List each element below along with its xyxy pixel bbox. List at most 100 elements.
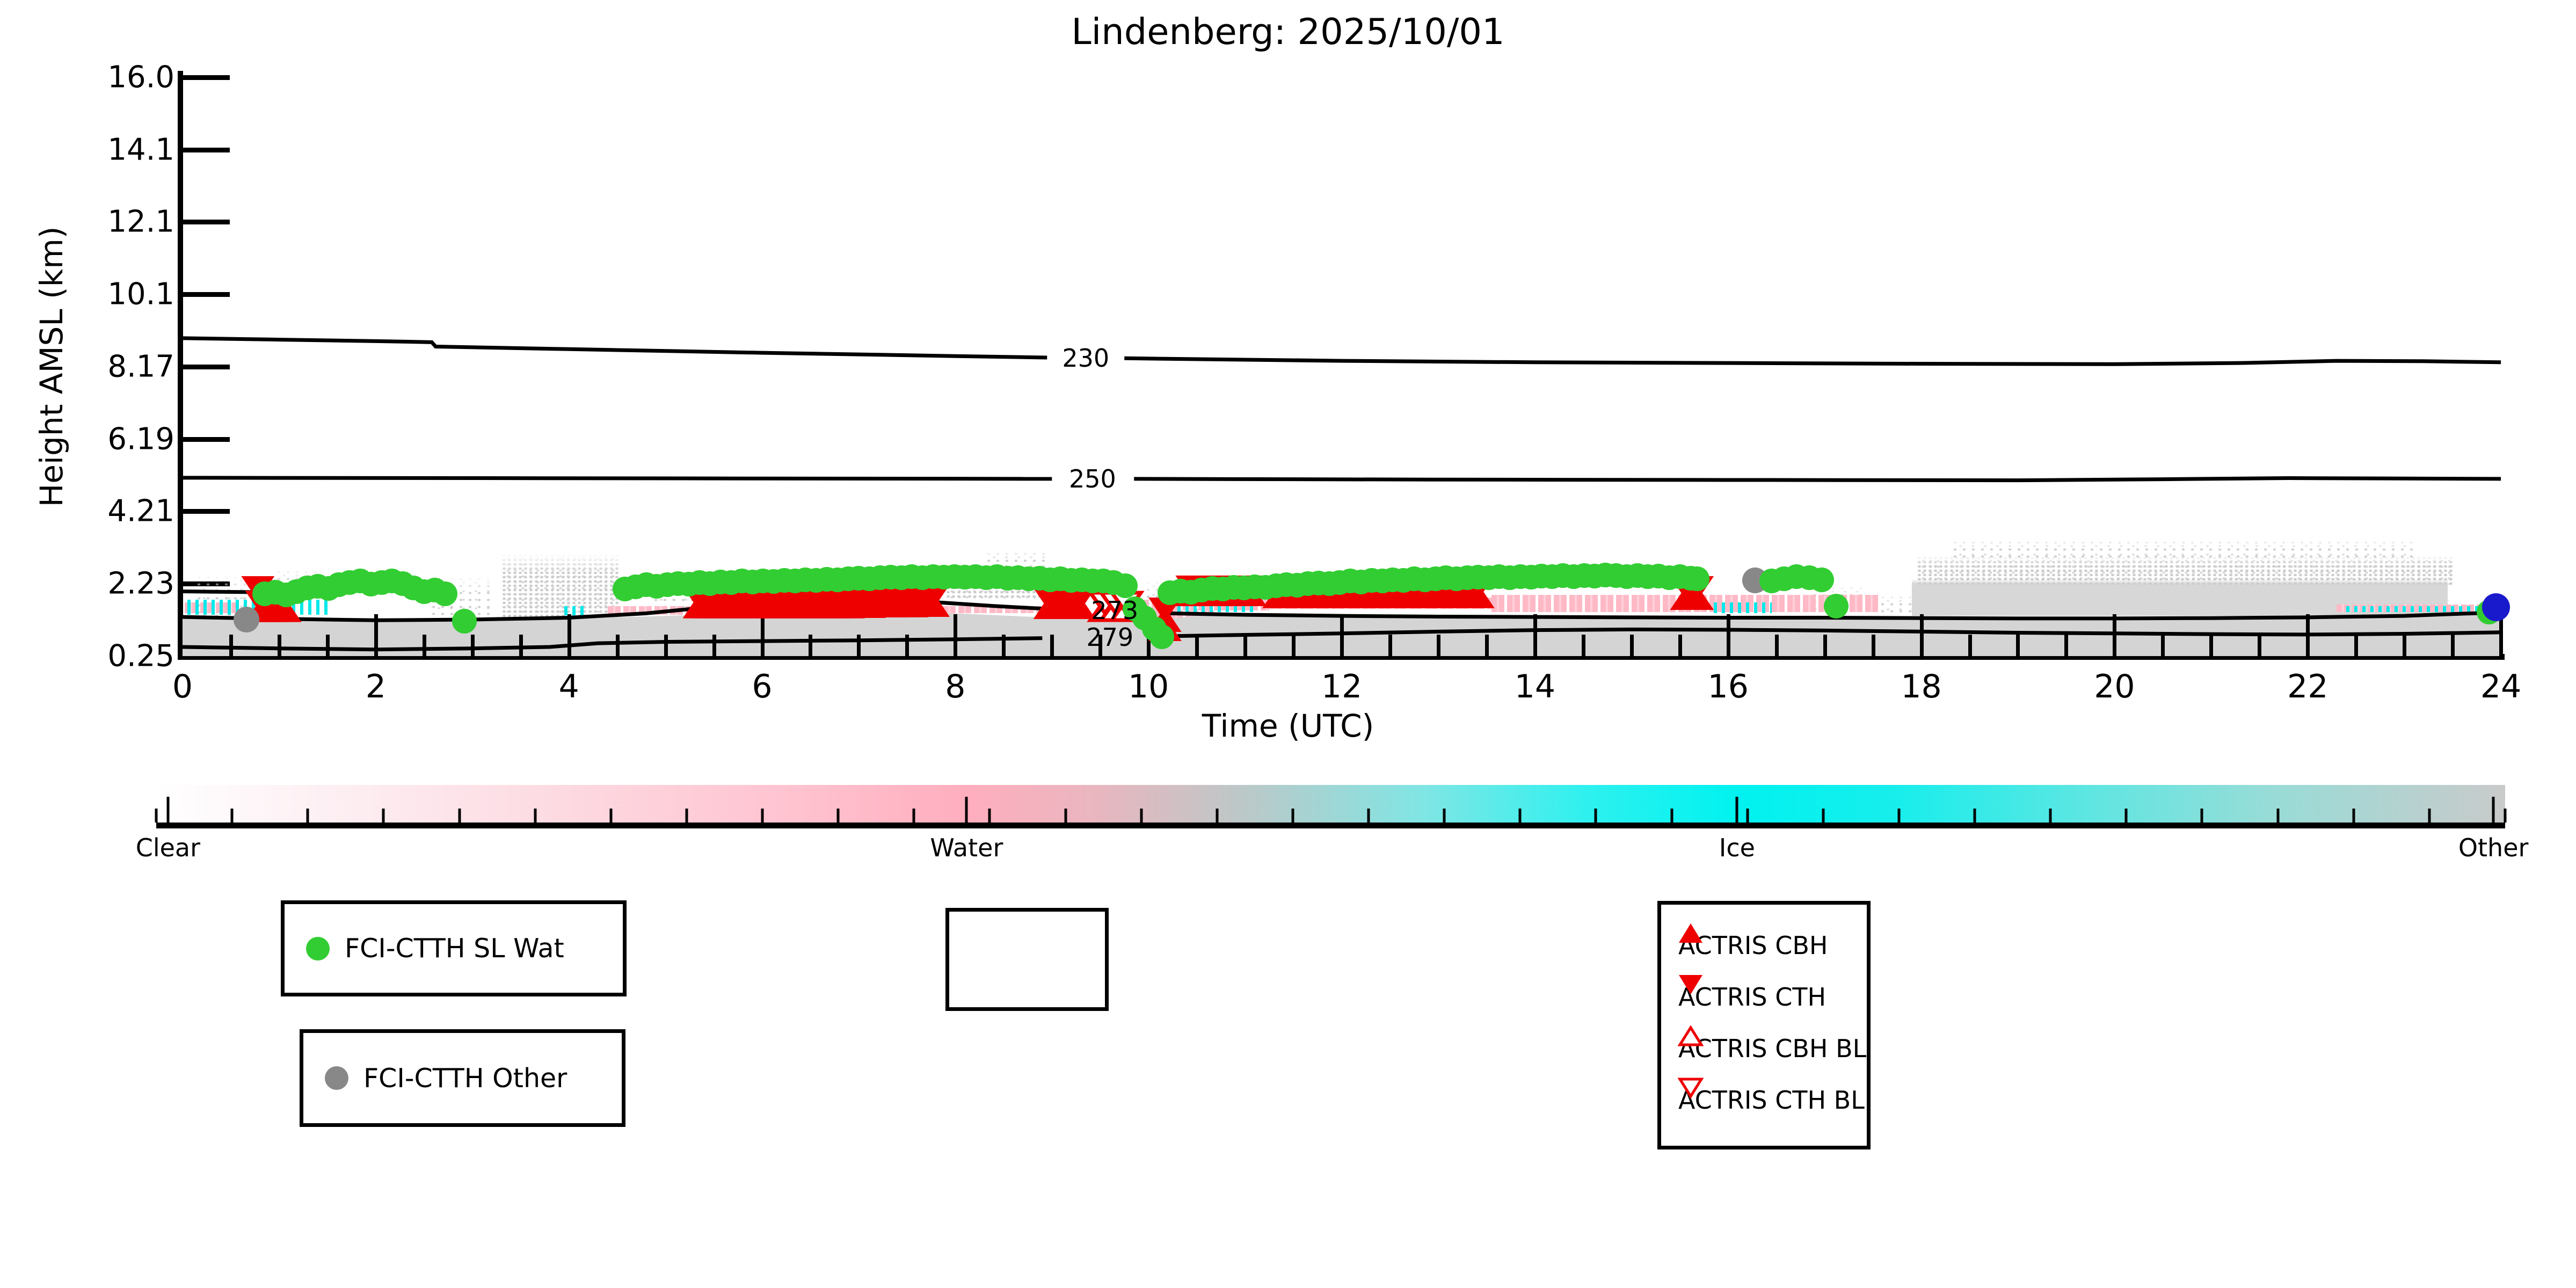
colorbar-minor-tick bbox=[1367, 809, 1370, 823]
x-minor-tick bbox=[1388, 635, 1392, 656]
x-minor-tick bbox=[2258, 635, 2262, 656]
x-minor-tick bbox=[1195, 635, 1199, 656]
bg-region-ice bbox=[1713, 602, 1772, 614]
colorbar-minor-tick bbox=[2276, 809, 2280, 823]
colorbar-major-tick bbox=[965, 797, 968, 823]
y-tick-label: 12.1 bbox=[107, 204, 174, 239]
y-tick bbox=[183, 364, 230, 369]
colorbar-minor-tick bbox=[761, 809, 764, 823]
x-minor-tick bbox=[1629, 635, 1634, 656]
y-tick-label: 2.23 bbox=[107, 566, 174, 601]
contour-line-250 bbox=[182, 476, 1052, 481]
x-tick-label: 10 bbox=[1128, 668, 1169, 705]
x-tick-label: 24 bbox=[2480, 668, 2522, 705]
actris-cbh-bl-marker-icon bbox=[1677, 1025, 1704, 1046]
colorbar-minor-tick bbox=[155, 809, 158, 823]
colorbar-minor-tick bbox=[1291, 809, 1294, 823]
fci-ctth-sl-wat-dot bbox=[452, 609, 477, 634]
phase-colorbar bbox=[155, 785, 2507, 828]
colorbar-minor-tick bbox=[534, 809, 537, 823]
colorbar-minor-tick bbox=[1443, 809, 1446, 823]
x-tick-label: 4 bbox=[558, 668, 579, 705]
x-minor-tick bbox=[809, 635, 813, 656]
blue-dot bbox=[2482, 593, 2510, 622]
bg-region-ice bbox=[2346, 606, 2493, 613]
x-minor-tick bbox=[1243, 635, 1248, 656]
x-minor-tick bbox=[664, 635, 668, 656]
legend-actris-cth-bl-label: ACTRIS CTH BL bbox=[1678, 1086, 1865, 1115]
x-major-tick bbox=[1726, 614, 1730, 656]
colorbar-minor-tick bbox=[1594, 809, 1597, 823]
x-minor-tick bbox=[470, 635, 475, 656]
colorbar-minor-tick bbox=[1973, 809, 1976, 823]
colorbar-minor-tick bbox=[1670, 809, 1673, 823]
x-axis-label: Time (UTC) bbox=[1202, 708, 1374, 744]
x-major-tick bbox=[374, 614, 378, 656]
contour-label-250: 250 bbox=[1068, 464, 1116, 493]
y-tick bbox=[183, 220, 230, 225]
contour-label-273: 273 bbox=[1091, 595, 1139, 625]
colorbar-minor-tick bbox=[685, 809, 688, 823]
page-title: Lindenberg: 2025/10/01 bbox=[1071, 11, 1505, 53]
y-tick-label: 10.1 bbox=[107, 276, 174, 312]
legend-actris-cbh-bl-label: ACTRIS CBH BL bbox=[1678, 1034, 1867, 1063]
x-minor-tick bbox=[325, 635, 330, 656]
contour-line-273 bbox=[1168, 610, 2501, 621]
colorbar-minor-tick bbox=[1216, 809, 1219, 823]
colorbar-minor-tick bbox=[2124, 809, 2128, 823]
colorbar-minor-tick bbox=[1064, 809, 1067, 823]
x-major-tick bbox=[2499, 614, 2504, 656]
fci-ctth-other-dot bbox=[233, 606, 259, 632]
x-minor-tick bbox=[1968, 635, 1972, 656]
x-minor-tick bbox=[1871, 635, 1875, 656]
actris-cth-marker-icon bbox=[1679, 975, 1702, 994]
actris-cth-bl-marker-icon bbox=[1677, 1078, 1704, 1099]
colorbar-minor-tick bbox=[1140, 809, 1143, 823]
x-minor-tick bbox=[1436, 635, 1440, 656]
y-tick-label: 8.17 bbox=[107, 349, 174, 384]
x-minor-tick bbox=[2209, 635, 2214, 656]
y-tick bbox=[183, 509, 230, 514]
legend-actris: ACTRIS CBH ACTRIS CTH ACTRIS CBH BL ACTR… bbox=[1657, 901, 1871, 1149]
contour-line-279 bbox=[182, 636, 1043, 652]
x-minor-tick bbox=[2403, 635, 2407, 656]
colorbar-minor-tick bbox=[458, 809, 461, 823]
x-minor-tick bbox=[1002, 635, 1006, 656]
y-tick-label: 0.25 bbox=[107, 638, 174, 674]
bg-region-other-speckle bbox=[1950, 539, 2414, 562]
colorbar-minor-tick bbox=[1822, 809, 1825, 823]
legend-fci-sl-wat: FCI-CTTH SL Wat bbox=[281, 900, 627, 996]
fci-ctth-other-marker-icon bbox=[325, 1066, 348, 1090]
x-tick-label: 18 bbox=[1901, 668, 1942, 705]
colorbar-minor-tick bbox=[988, 809, 991, 823]
x-minor-tick bbox=[1292, 635, 1296, 656]
colorbar-minor-tick bbox=[306, 809, 309, 823]
x-minor-tick bbox=[2161, 635, 2165, 656]
x-minor-tick bbox=[229, 635, 233, 656]
y-tick bbox=[183, 654, 230, 659]
y-tick-label: 14.1 bbox=[107, 132, 174, 168]
y-tick bbox=[183, 292, 230, 297]
x-tick-label: 8 bbox=[945, 668, 966, 705]
colorbar-minor-tick bbox=[609, 809, 613, 823]
x-major-tick bbox=[760, 614, 765, 656]
colorbar-minor-tick bbox=[1897, 809, 1901, 823]
x-minor-tick bbox=[1823, 635, 1827, 656]
fci-ctth-sl-wat-dot bbox=[1113, 573, 1138, 598]
legend-fci-sl-wat-label: FCI-CTTH SL Wat bbox=[345, 933, 564, 964]
bg-region-other-speckle bbox=[501, 554, 620, 618]
bottom-spine bbox=[178, 654, 2505, 660]
y-tick bbox=[183, 75, 230, 80]
fci-ctth-sl-wat-dot bbox=[1685, 566, 1710, 592]
actris-cbh-marker-icon bbox=[1679, 923, 1702, 943]
x-minor-tick bbox=[1098, 635, 1103, 656]
x-minor-tick bbox=[2064, 635, 2069, 656]
contour-line-230 bbox=[182, 336, 1047, 360]
legend-actris-cth-label: ACTRIS CTH bbox=[1678, 983, 1827, 1012]
y-tick-label: 4.21 bbox=[107, 493, 174, 529]
x-minor-tick bbox=[857, 635, 861, 656]
colorbar-minor-tick bbox=[912, 809, 915, 823]
x-tick-label: 12 bbox=[1321, 668, 1363, 705]
colorbar-label-ice: Ice bbox=[1719, 833, 1755, 862]
